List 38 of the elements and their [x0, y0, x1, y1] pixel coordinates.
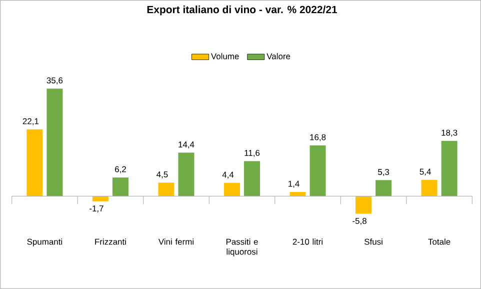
x-tick-label: Sfusi [364, 238, 382, 245]
data-label: 5,4 [420, 168, 431, 176]
data-label: 11,6 [244, 150, 260, 158]
bar [178, 152, 194, 196]
x-tick-label: Spumanti [27, 238, 62, 246]
bar [112, 178, 128, 196]
data-label: 4,4 [222, 172, 234, 179]
data-label: -1,7 [90, 206, 104, 213]
bar [224, 182, 240, 196]
bar [376, 180, 392, 196]
x-tick-label: Totale [428, 238, 450, 245]
data-label: 1,4 [288, 180, 300, 188]
x-tick-label: Passiti e liquorosi [226, 238, 258, 256]
bar [46, 88, 63, 196]
legend-label: Volume [210, 53, 239, 60]
bar [158, 182, 174, 196]
data-label: 18,3 [442, 130, 458, 137]
bar [310, 146, 326, 196]
bar [244, 161, 260, 196]
bar [290, 192, 306, 196]
x-tick-label: Frizzanti [95, 238, 126, 245]
data-label: 22,1 [22, 118, 39, 126]
data-label: 4,5 [156, 172, 168, 178]
bar [356, 196, 372, 214]
bar [26, 129, 43, 196]
data-label: 5,3 [378, 169, 390, 176]
data-label: 6,2 [115, 166, 126, 174]
bar [92, 196, 108, 202]
x-tick-label: Vini fermi [158, 238, 194, 245]
data-label: 35,6 [46, 77, 63, 84]
chart-title: Export italiano di vino - var. % 2022/21 [147, 6, 338, 16]
data-label: -5,8 [352, 218, 366, 225]
data-label: 16,8 [310, 134, 326, 142]
bar [421, 180, 438, 196]
x-tick-label: 2-10 litri [292, 238, 322, 245]
legend-label: Valore [266, 53, 290, 60]
bar [441, 140, 458, 196]
data-label: 14,4 [178, 142, 194, 149]
